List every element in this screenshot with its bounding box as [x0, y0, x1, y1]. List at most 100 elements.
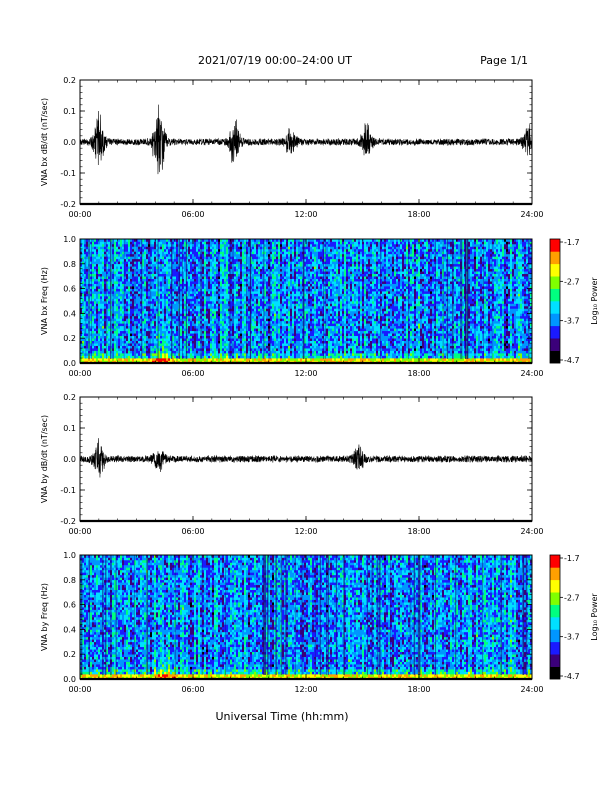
- heatmap-cell: [214, 283, 217, 287]
- heatmap-cell: [218, 276, 221, 279]
- heatmap-cell: [194, 298, 197, 302]
- heatmap-cell: [234, 348, 237, 351]
- heatmap-cell: [192, 246, 195, 250]
- heatmap-cell: [166, 328, 169, 332]
- heatmap-cell: [136, 330, 139, 334]
- heatmap-cell: [212, 325, 215, 329]
- heatmap-cell: [226, 278, 229, 282]
- heatmap-cell: [144, 333, 147, 337]
- heatmap-cell: [260, 266, 263, 270]
- heatmap-cell: [186, 333, 189, 337]
- heatmap-cell: [192, 268, 195, 272]
- heatmap-cell: [190, 353, 193, 356]
- heatmap-cell: [84, 288, 87, 292]
- heatmap-cell: [190, 343, 193, 346]
- heatmap-cell: [126, 291, 129, 294]
- heatmap-cell: [150, 358, 153, 361]
- heatmap-cell: [270, 330, 273, 334]
- heatmap-cell: [128, 355, 131, 359]
- heatmap-cell: [152, 325, 155, 329]
- heatmap-cell: [206, 256, 209, 260]
- heatmap-cell: [208, 268, 211, 272]
- heatmap-cell: [128, 253, 131, 257]
- heatmap-cell: [126, 263, 129, 267]
- heatmap-cell: [216, 315, 219, 319]
- heatmap-cell: [84, 323, 87, 327]
- heatmap-cell: [196, 253, 199, 257]
- heatmap-cell: [176, 278, 179, 282]
- heatmap-cell: [226, 283, 229, 287]
- heatmap-cell: [118, 291, 121, 294]
- heatmap-cell: [166, 350, 169, 354]
- heatmap-cell: [238, 323, 241, 327]
- heatmap-cell: [114, 348, 117, 351]
- heatmap-cell: [202, 318, 205, 322]
- heatmap-cell: [160, 308, 163, 312]
- heatmap-cell: [140, 335, 143, 339]
- heatmap-cell: [198, 345, 201, 349]
- heatmap-cell: [102, 333, 105, 337]
- heatmap-cell: [248, 335, 251, 339]
- heatmap-cell: [128, 248, 131, 252]
- heatmap-cell: [210, 253, 213, 257]
- heatmap-cell: [246, 273, 249, 277]
- heatmap-cell: [196, 268, 199, 272]
- heatmap-cell: [82, 335, 85, 339]
- heatmap-cell: [206, 330, 209, 334]
- heatmap-cell: [84, 286, 87, 289]
- heatmap-cell: [258, 328, 261, 332]
- heatmap-cell: [92, 253, 95, 257]
- heatmap-cell: [266, 308, 269, 312]
- heatmap-cell: [82, 276, 85, 279]
- heatmap-cell: [216, 318, 219, 322]
- heatmap-cell: [172, 253, 175, 257]
- heatmap-cell: [206, 261, 209, 265]
- heatmap-cell: [186, 320, 189, 324]
- heatmap-cell: [168, 333, 171, 337]
- heatmap-cell: [272, 335, 275, 339]
- heatmap-cell: [160, 256, 163, 260]
- heatmap-cell: [218, 323, 221, 327]
- heatmap-cell: [142, 340, 145, 344]
- heatmap-cell: [268, 281, 271, 284]
- heatmap-cell: [186, 273, 189, 277]
- heatmap-cell: [220, 343, 223, 346]
- heatmap-cell: [222, 278, 225, 282]
- heatmap-cell: [260, 241, 263, 245]
- heatmap-cell: [268, 258, 271, 262]
- heatmap-cell: [252, 248, 255, 252]
- heatmap-cell: [130, 325, 133, 329]
- heatmap-cell: [194, 271, 197, 275]
- heatmap-cell: [120, 335, 123, 339]
- heatmap-cell: [202, 278, 205, 282]
- heatmap-cell: [244, 340, 247, 344]
- heatmap-cell: [86, 313, 89, 317]
- heatmap-cell: [168, 258, 171, 262]
- heatmap-cell: [190, 271, 193, 275]
- heatmap-cell: [266, 333, 269, 337]
- heatmap-cell: [228, 355, 231, 359]
- heatmap-cell: [126, 281, 129, 284]
- heatmap-cell: [100, 293, 103, 297]
- heatmap-cell: [204, 308, 207, 312]
- heatmap-cell: [224, 286, 227, 289]
- heatmap-cell: [144, 281, 147, 284]
- heatmap-cell: [176, 350, 179, 354]
- heatmap-cell: [142, 278, 145, 282]
- heatmap-cell: [258, 253, 261, 257]
- heatmap-cell: [238, 328, 241, 332]
- heatmap-cell: [202, 271, 205, 275]
- heatmap-cell: [94, 246, 97, 250]
- heatmap-cell: [258, 286, 261, 289]
- heatmap-cell: [204, 261, 207, 265]
- heatmap-cell: [204, 251, 207, 255]
- heatmap-cell: [188, 340, 191, 344]
- heatmap-cell: [158, 258, 161, 262]
- heatmap-cell: [136, 281, 139, 284]
- heatmap-cell: [228, 286, 231, 289]
- heatmap-cell: [228, 278, 231, 282]
- heatmap-cell: [268, 315, 271, 319]
- heatmap-cell: [162, 333, 165, 337]
- heatmap-cell: [164, 338, 167, 341]
- heatmap-cell: [120, 328, 123, 332]
